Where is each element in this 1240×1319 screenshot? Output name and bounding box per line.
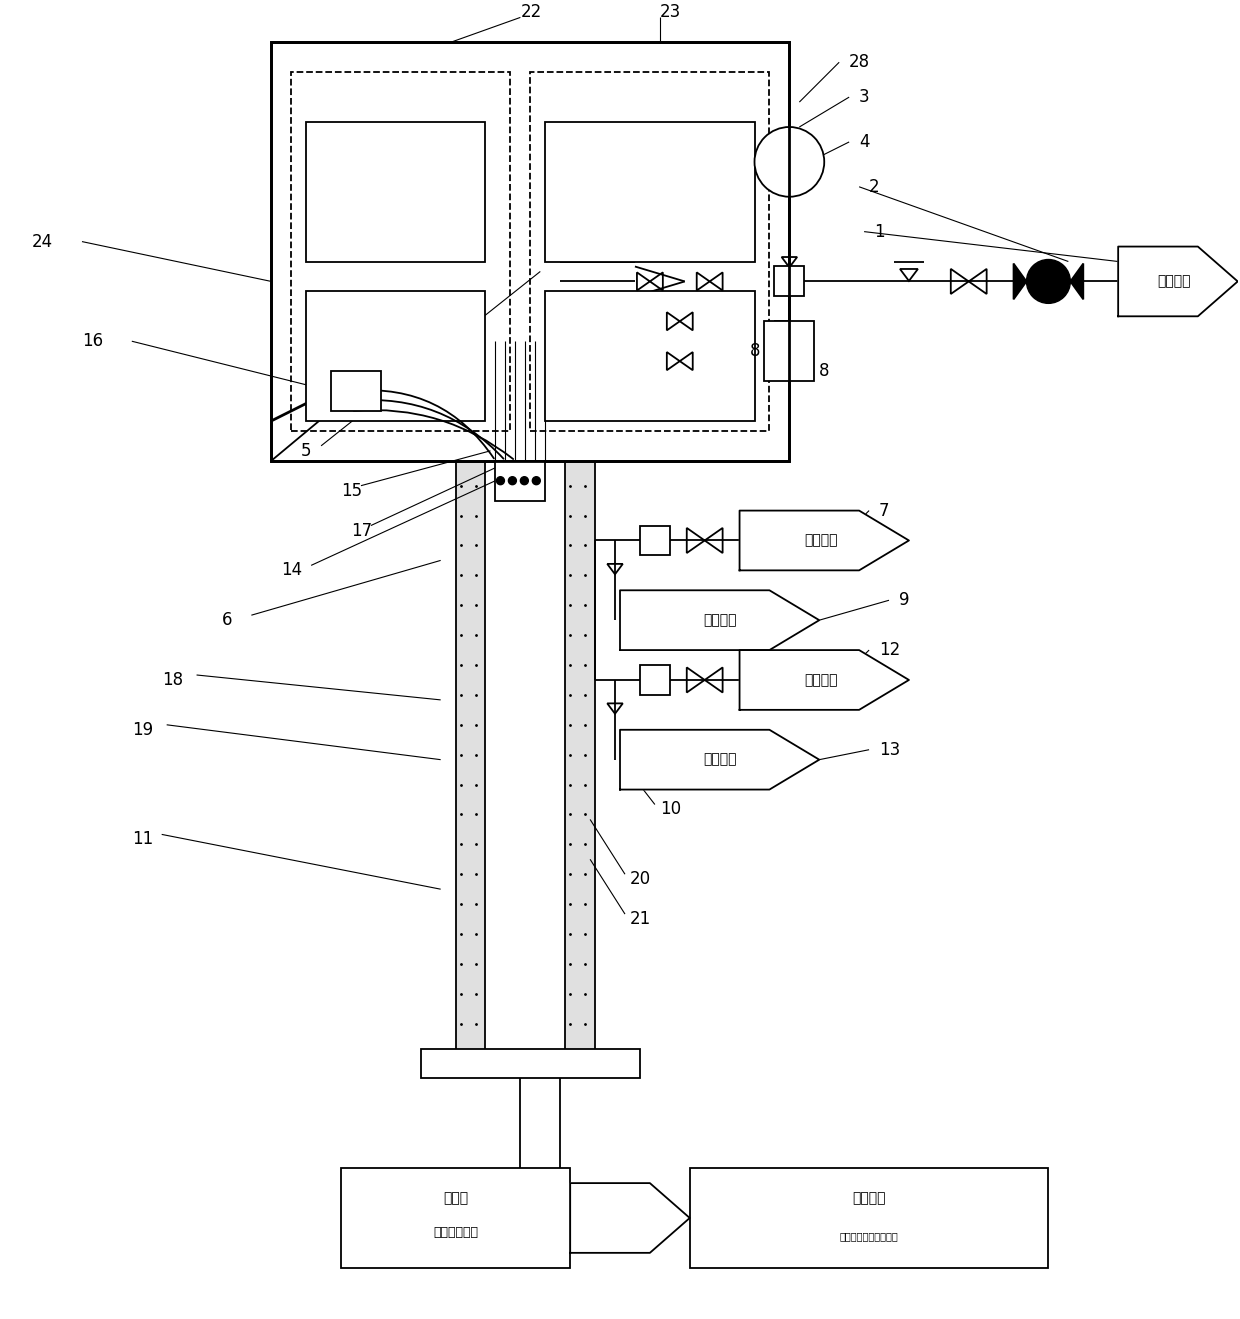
Bar [765,322,815,381]
Text: 烟气风机: 烟气风机 [852,1191,885,1206]
Text: 6: 6 [222,611,232,629]
Text: 18: 18 [161,671,182,689]
Polygon shape [1013,264,1027,299]
Text: 2: 2 [869,178,879,195]
Text: 9: 9 [899,591,909,609]
Bar [306,291,486,421]
Polygon shape [1118,247,1238,317]
Text: 23: 23 [660,4,681,21]
Bar [331,371,381,412]
Text: 1: 1 [874,223,884,240]
Circle shape [496,476,505,484]
Bar [306,123,486,261]
Bar [291,73,511,431]
Text: 5: 5 [301,442,311,460]
Text: 15: 15 [341,481,362,500]
Text: 11: 11 [131,831,153,848]
Text: 连通大气: 连通大气 [805,533,838,547]
Bar [546,291,754,421]
Bar [640,665,670,695]
Bar [272,42,790,460]
Bar [341,1169,570,1268]
Bar [272,42,790,460]
Bar [775,266,805,297]
Text: 16: 16 [82,332,103,351]
Text: 3: 3 [859,88,869,106]
Bar [455,460,486,1068]
Text: 回燃废气: 回燃废气 [703,613,737,627]
Text: 20: 20 [630,871,651,888]
Polygon shape [1070,264,1084,299]
Text: 7: 7 [879,501,889,520]
Text: 8: 8 [820,363,830,380]
Text: 22: 22 [521,4,542,21]
Circle shape [508,476,516,484]
Bar [689,1169,1048,1268]
Text: 28: 28 [849,53,870,71]
Text: 17: 17 [351,521,372,539]
Polygon shape [739,650,909,710]
Text: 21: 21 [630,910,651,929]
Text: 加热管: 加热管 [443,1191,469,1206]
Bar [420,1049,640,1079]
Text: （间接换热）: （间接换热） [433,1227,479,1240]
Bar [565,460,595,1068]
Text: 4: 4 [859,133,869,150]
Bar [640,525,670,555]
Text: 12: 12 [879,641,900,660]
Text: 19: 19 [131,720,153,739]
Circle shape [521,476,528,484]
Circle shape [532,476,541,484]
Text: 回燃废气: 回燃废气 [703,753,737,766]
Text: 燃气管路: 燃气管路 [1157,274,1190,289]
Circle shape [1027,260,1070,303]
Bar [531,73,770,431]
Polygon shape [739,510,909,570]
Text: 14: 14 [281,562,303,579]
Polygon shape [620,729,820,790]
Circle shape [754,127,825,197]
Bar [496,460,546,501]
Text: 连通大气: 连通大气 [805,673,838,687]
Text: 24: 24 [32,232,53,251]
Text: 10: 10 [660,801,681,819]
Bar [546,123,754,261]
Polygon shape [570,1183,689,1253]
Text: 8: 8 [749,342,760,360]
Text: （负压引风排入大气）: （负压引风排入大气） [839,1231,899,1241]
Text: 13: 13 [879,741,900,758]
Polygon shape [620,591,820,650]
